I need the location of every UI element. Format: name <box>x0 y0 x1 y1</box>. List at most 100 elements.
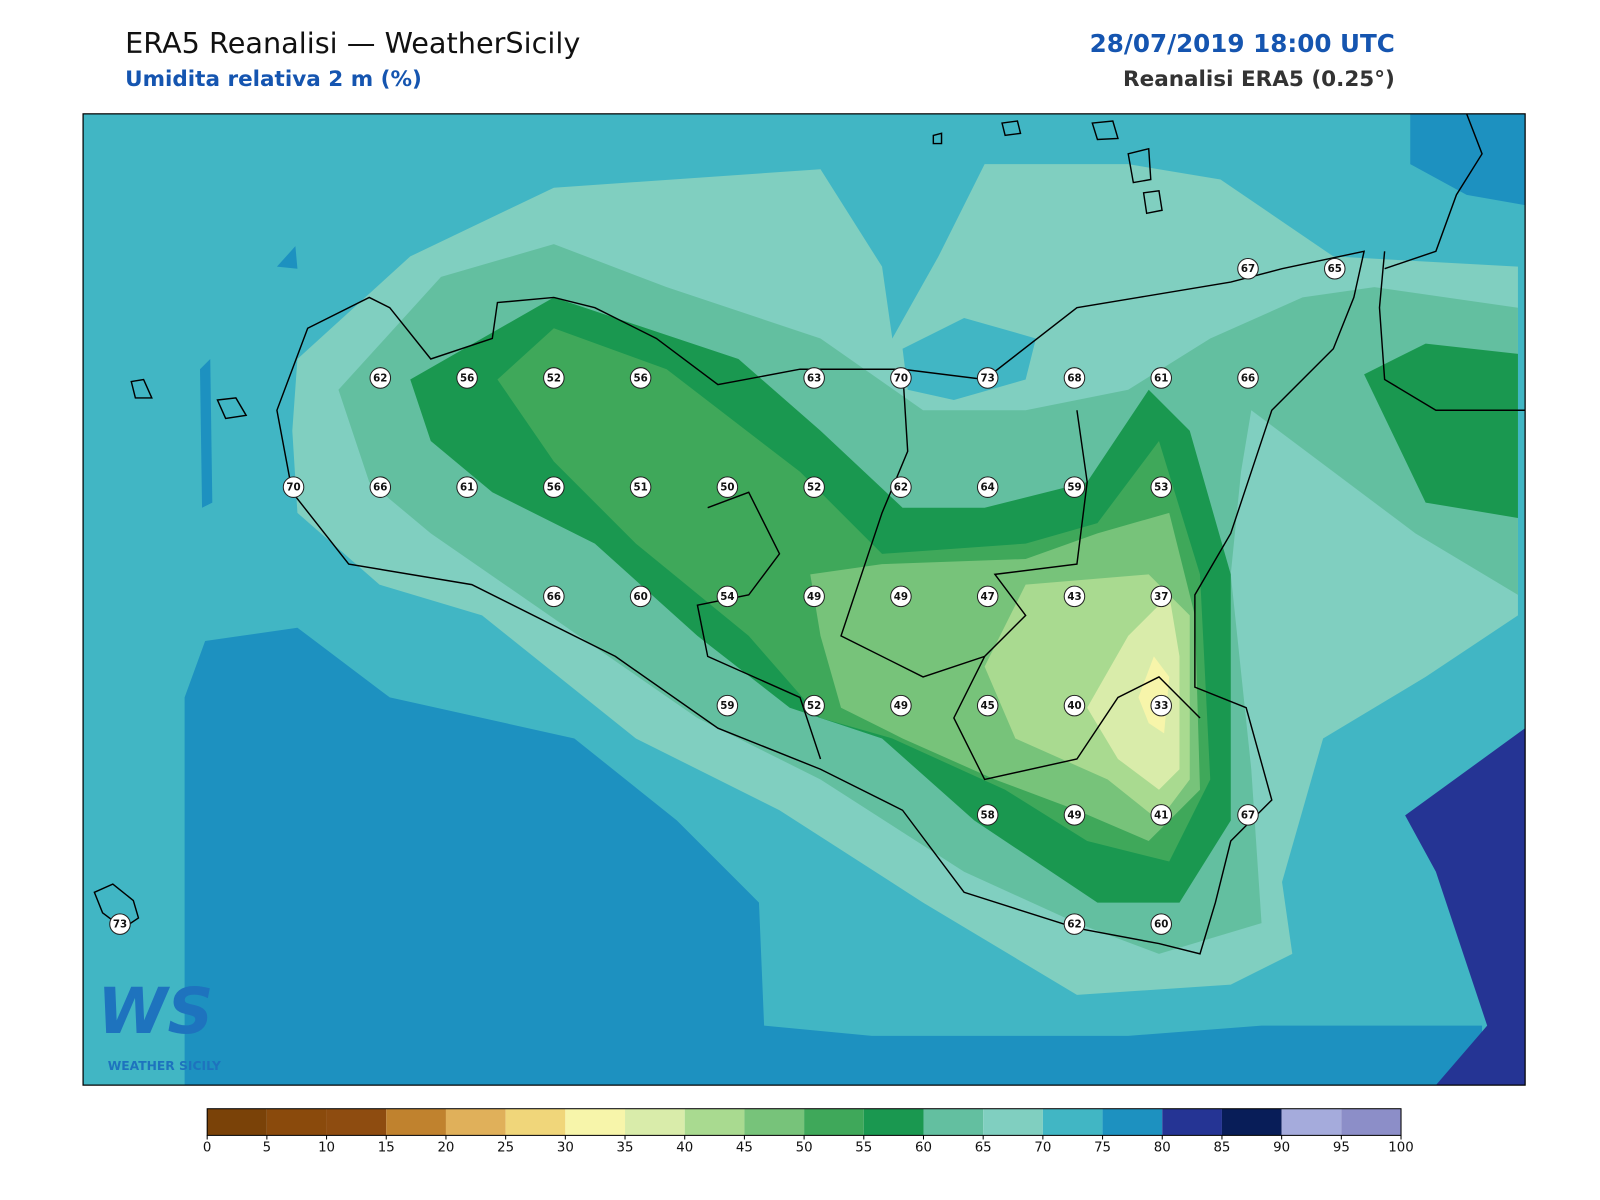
colorbar-swatch <box>266 1108 327 1136</box>
colorbar-tick-label: 65 <box>975 1141 992 1156</box>
station-marker <box>1237 257 1259 280</box>
station-marker <box>369 476 392 498</box>
station-marker <box>543 367 565 389</box>
station-marker <box>543 585 565 608</box>
logo-mark: WS <box>97 974 213 1048</box>
station-marker <box>629 585 652 608</box>
station-marker <box>109 913 131 935</box>
station-value: 58 <box>981 809 995 821</box>
colorbar-tick-label: 100 <box>1388 1141 1413 1156</box>
colorbar-tick-label: 45 <box>736 1141 753 1156</box>
station-value: 66 <box>373 482 387 494</box>
station-marker <box>890 585 912 608</box>
station-value: 61 <box>460 482 474 494</box>
station-value: 65 <box>1328 263 1342 275</box>
station-value: 47 <box>981 591 995 603</box>
colorbar-swatch <box>863 1108 924 1136</box>
station-marker <box>1063 585 1086 608</box>
station-marker <box>803 476 825 498</box>
station-value: 40 <box>1067 700 1081 712</box>
colorbar-swatch <box>1221 1108 1282 1136</box>
station-marker <box>543 476 565 498</box>
station-value: 64 <box>981 482 995 494</box>
logo-name: WEATHER SICILY <box>108 1059 222 1073</box>
station-value: 67 <box>1241 809 1255 821</box>
colorbar-swatch <box>1281 1108 1342 1136</box>
stations: 67 65 62 56 52 56 63 70 73 68 61 66 70 66 61 56 51 50 52 62… <box>109 257 1346 935</box>
station-value: 37 <box>1154 591 1168 603</box>
station-marker <box>1237 804 1259 826</box>
colorbar-tick-label: 60 <box>915 1141 932 1156</box>
island <box>93 120 1163 930</box>
title: ERA5 Reanalisi — WeatherSicily <box>125 26 580 60</box>
station-marker <box>629 367 652 389</box>
colorbar-swatch <box>326 1108 387 1136</box>
colorbar-swatch <box>445 1108 506 1136</box>
colorbar-tick-label: 75 <box>1094 1141 1111 1156</box>
station-marker <box>890 694 912 717</box>
station-value: 56 <box>547 482 561 494</box>
colorbar-tick-label: 35 <box>617 1141 634 1156</box>
station-value: 43 <box>1067 591 1081 603</box>
station-value: 53 <box>1154 482 1168 494</box>
field <box>276 246 298 269</box>
colorbar-swatch <box>1102 1108 1163 1136</box>
colorbar-tick-label: 0 <box>203 1141 211 1156</box>
station-marker <box>1324 257 1346 280</box>
station-value: 52 <box>807 482 821 494</box>
station-marker <box>716 694 739 717</box>
colorbar-swatch <box>386 1108 446 1136</box>
station-value: 68 <box>1067 372 1081 384</box>
station-marker <box>1237 367 1259 389</box>
field <box>902 317 1036 400</box>
station-marker <box>1063 367 1086 389</box>
station-value: 62 <box>894 482 908 494</box>
station-marker <box>716 476 739 498</box>
station-marker <box>629 476 652 498</box>
station-value: 66 <box>1241 372 1255 384</box>
colorbar-tick-label: 15 <box>378 1141 395 1156</box>
station-marker <box>1063 476 1086 498</box>
station-value: 49 <box>807 591 821 603</box>
map-frame <box>82 113 1526 1086</box>
station-marker <box>1150 694 1172 717</box>
station-marker <box>716 585 739 608</box>
station-value: 59 <box>720 700 734 712</box>
station-value: 56 <box>460 372 474 384</box>
colorbar-tick-label: 50 <box>796 1141 813 1156</box>
field <box>1087 594 1180 790</box>
station-value: 33 <box>1154 700 1168 712</box>
station-value: 61 <box>1154 372 1168 384</box>
station-marker <box>1063 804 1086 826</box>
station-marker <box>976 476 999 498</box>
colorbar-tick-label: 10 <box>318 1141 335 1156</box>
station-value: 67 <box>1241 263 1255 275</box>
colorbar: 0 5 10 15 20 25 30 35 40 45 50 55 60 65 70 75 80 85 90 95 10… <box>203 1108 1414 1156</box>
station-value: 62 <box>373 372 387 384</box>
colorbar-tick-label: 5 <box>263 1141 271 1156</box>
station-value: 63 <box>807 372 821 384</box>
colorbar-tick-label: 30 <box>557 1141 574 1156</box>
station-marker <box>282 476 305 498</box>
colorbar-tick-label: 40 <box>676 1141 693 1156</box>
station-value: 50 <box>720 482 734 494</box>
station-value: 56 <box>633 372 647 384</box>
station-value: 41 <box>1154 809 1168 821</box>
colorbar-tick-label: 90 <box>1273 1141 1290 1156</box>
station-value: 66 <box>547 591 561 603</box>
coastline <box>1378 113 1526 411</box>
colorbar-swatch <box>983 1108 1043 1136</box>
colorbar-tick-label: 20 <box>437 1141 454 1156</box>
field <box>1410 113 1526 206</box>
station-value: 73 <box>113 919 127 931</box>
station-marker <box>1150 804 1172 826</box>
station-value: 60 <box>633 591 647 603</box>
station-marker <box>890 476 912 498</box>
station-marker <box>803 585 825 608</box>
station-value: 60 <box>1154 919 1168 931</box>
subtitle: Umidita relativa 2 m (%) <box>125 67 422 92</box>
station-value: 54 <box>720 591 734 603</box>
field <box>1405 728 1526 1086</box>
station-marker <box>976 694 999 717</box>
